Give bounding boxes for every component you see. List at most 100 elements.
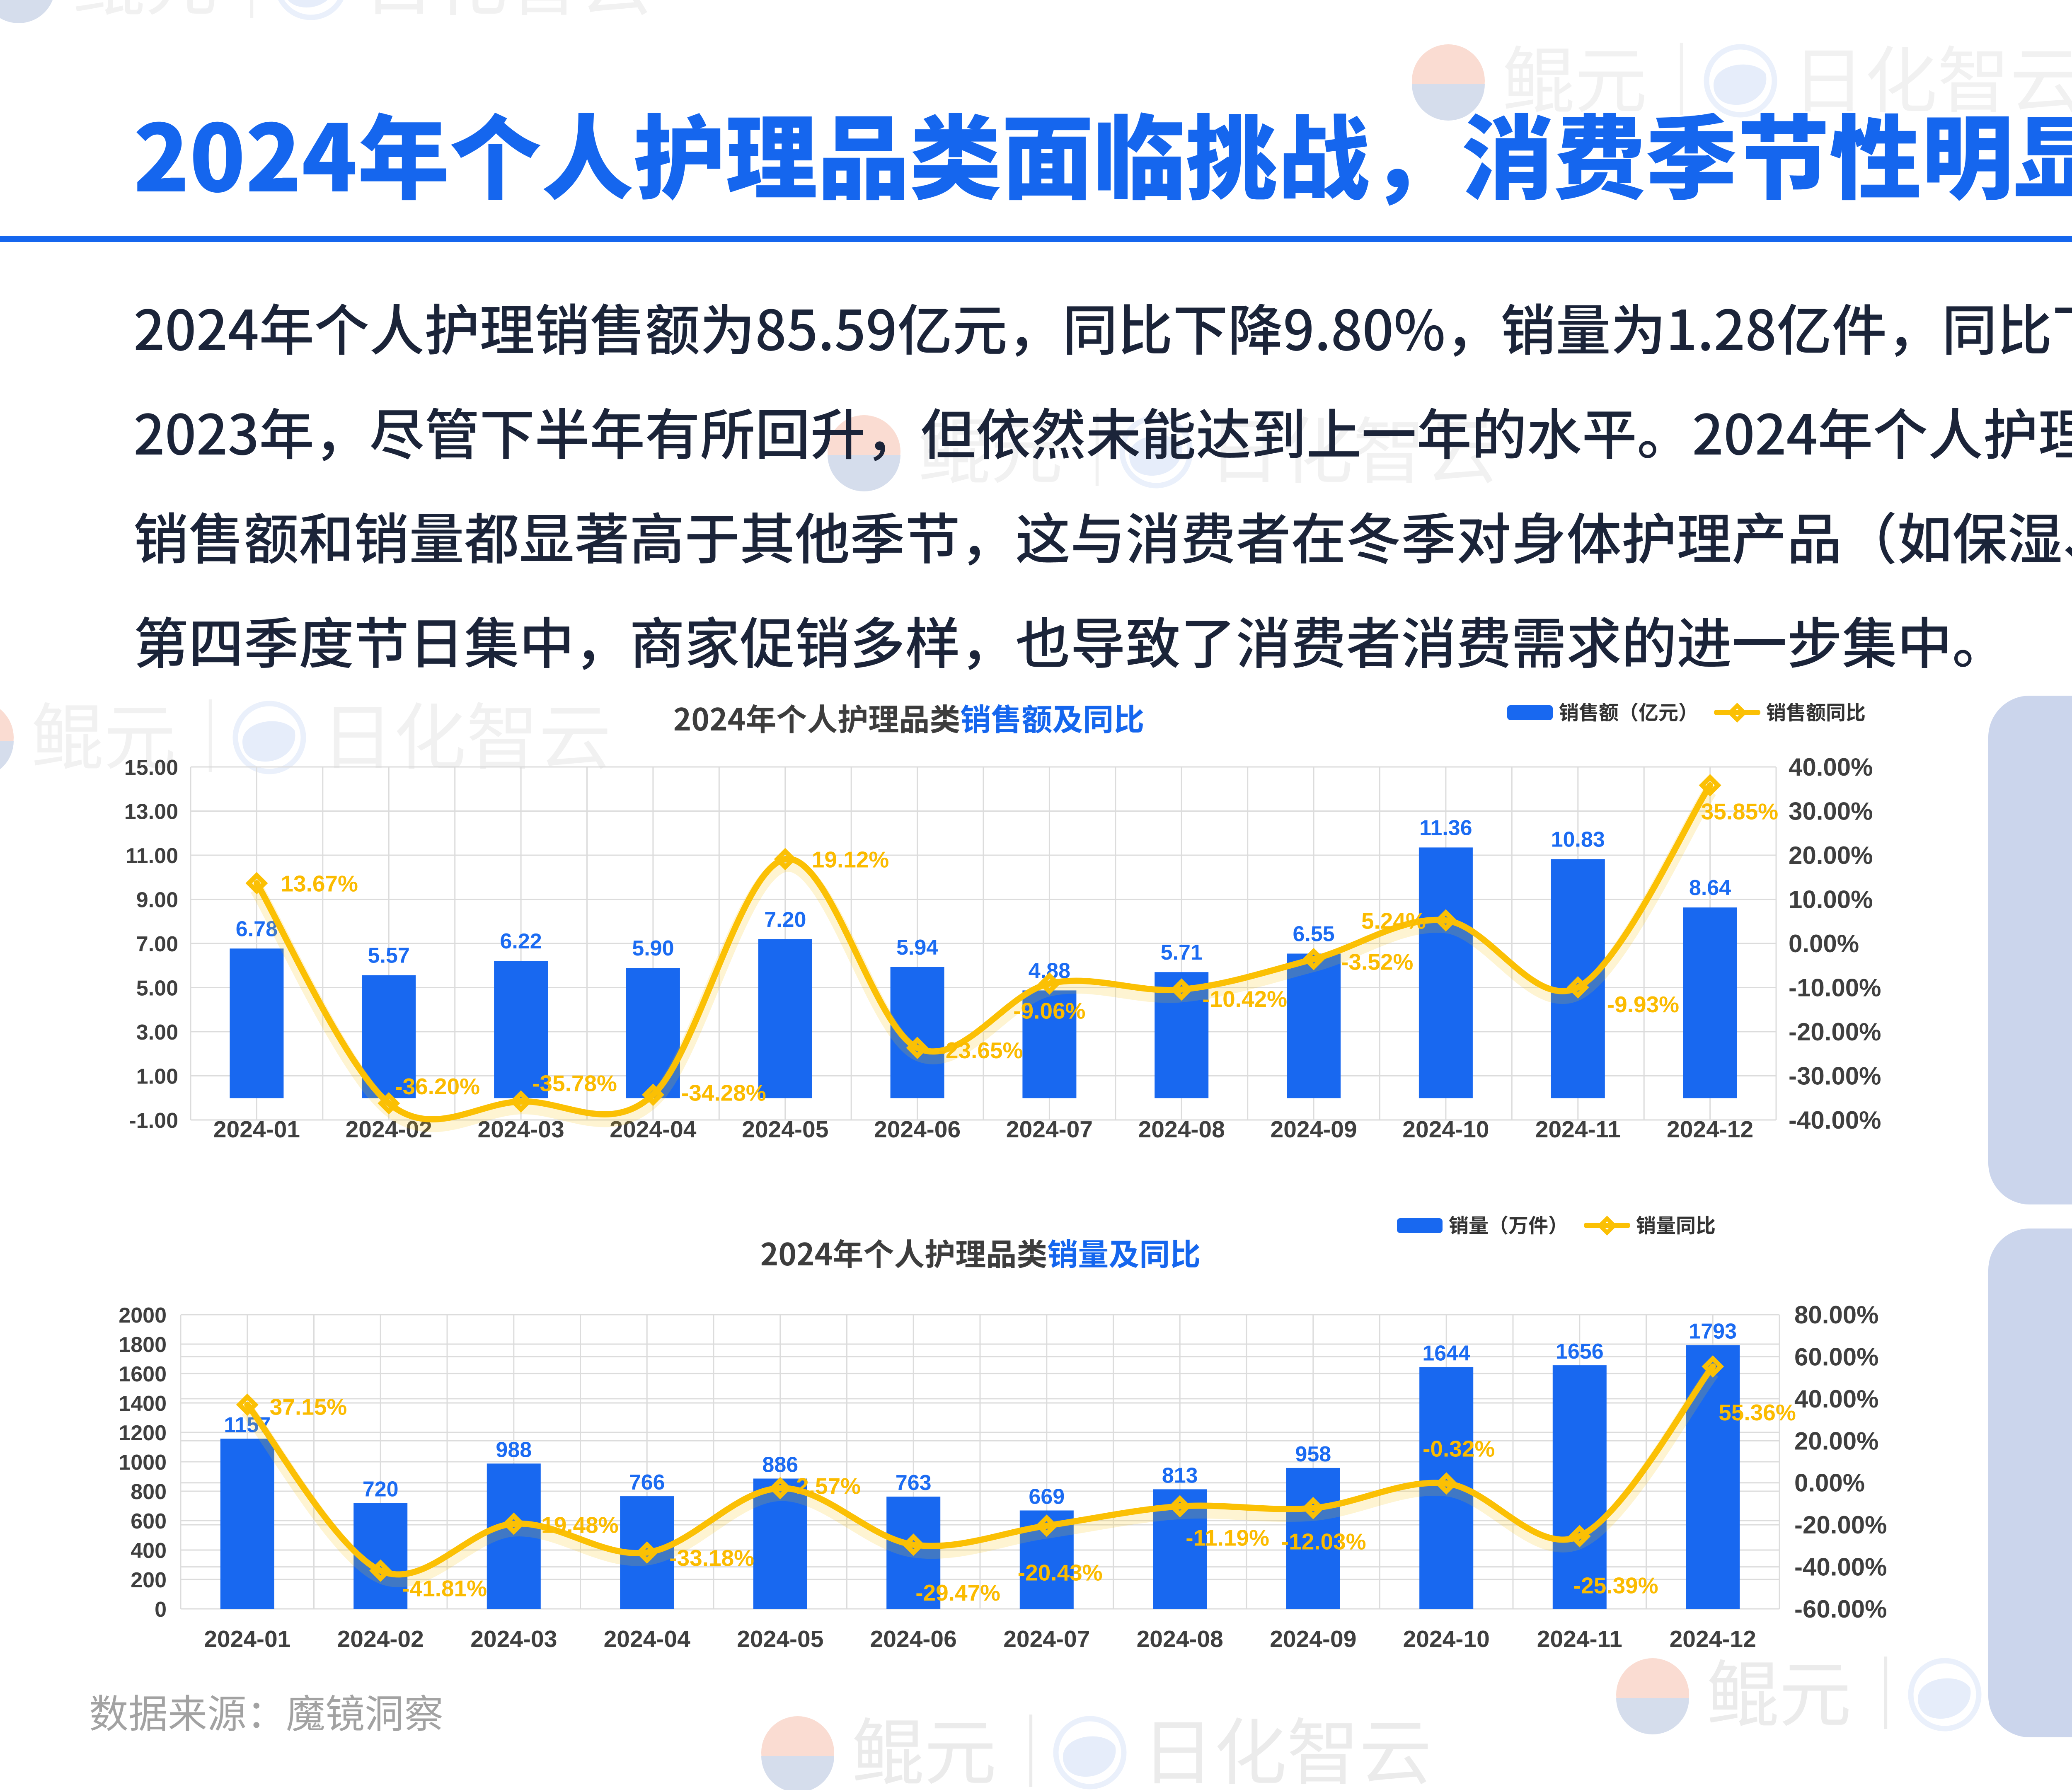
svg-text:2024-09: 2024-09 (1271, 1116, 1357, 1143)
svg-text:1800: 1800 (119, 1333, 167, 1357)
svg-text:2024-10: 2024-10 (1402, 1116, 1489, 1143)
svg-text:5.71: 5.71 (1161, 941, 1203, 965)
svg-text:988: 988 (496, 1438, 532, 1462)
svg-text:-40.00%: -40.00% (1789, 1106, 1881, 1134)
svg-text:-20.00%: -20.00% (1789, 1018, 1881, 1046)
svg-text:813: 813 (1162, 1463, 1198, 1487)
svg-text:20.00%: 20.00% (1794, 1427, 1879, 1455)
svg-text:800: 800 (131, 1480, 167, 1504)
svg-text:35.85%: 35.85% (1701, 798, 1779, 824)
svg-text:2024-06: 2024-06 (874, 1116, 961, 1143)
svg-text:2024-01: 2024-01 (204, 1626, 290, 1652)
svg-text:-33.18%: -33.18% (669, 1545, 754, 1571)
svg-text:13.67%: 13.67% (281, 871, 358, 897)
svg-text:1.00: 1.00 (136, 1065, 178, 1089)
svg-text:6.78: 6.78 (236, 917, 278, 941)
svg-text:-11.19%: -11.19% (1186, 1525, 1269, 1551)
svg-text:2024-12: 2024-12 (1667, 1116, 1753, 1143)
svg-text:20.00%: 20.00% (1789, 842, 1873, 869)
svg-text:2024-08: 2024-08 (1138, 1116, 1225, 1143)
svg-text:-10.42%: -10.42% (1202, 986, 1287, 1012)
svg-text:-36.20%: -36.20% (395, 1074, 480, 1099)
svg-text:2024-03: 2024-03 (470, 1626, 557, 1652)
svg-text:669: 669 (1029, 1485, 1065, 1509)
svg-text:766: 766 (629, 1470, 665, 1495)
svg-text:80.00%: 80.00% (1794, 1301, 1879, 1329)
svg-text:-0.32%: -0.32% (1423, 1436, 1495, 1461)
svg-text:-41.81%: -41.81% (402, 1576, 487, 1601)
svg-text:2024-05: 2024-05 (742, 1116, 828, 1143)
svg-text:1656: 1656 (1556, 1340, 1604, 1364)
svg-text:13.00: 13.00 (124, 800, 178, 824)
svg-text:5.90: 5.90 (632, 936, 674, 960)
svg-text:-20.43%: -20.43% (1018, 1560, 1103, 1585)
svg-text:2000: 2000 (119, 1303, 167, 1328)
svg-text:11.00: 11.00 (126, 844, 178, 868)
svg-text:2024-02: 2024-02 (337, 1626, 424, 1652)
svg-text:600: 600 (131, 1509, 167, 1533)
svg-text:886: 886 (762, 1453, 798, 1477)
svg-text:-29.47%: -29.47% (915, 1580, 1000, 1606)
svg-text:-9.93%: -9.93% (1607, 992, 1679, 1017)
svg-text:8.64: 8.64 (1689, 876, 1731, 900)
svg-text:2024-03: 2024-03 (478, 1116, 564, 1143)
svg-text:2024-01: 2024-01 (213, 1116, 300, 1143)
svg-text:7.00: 7.00 (136, 932, 178, 956)
svg-text:6.55: 6.55 (1293, 922, 1334, 946)
svg-text:763: 763 (896, 1471, 932, 1495)
svg-text:-20.00%: -20.00% (1794, 1511, 1887, 1539)
svg-text:5.00: 5.00 (136, 977, 178, 1001)
svg-text:2024-08: 2024-08 (1137, 1626, 1223, 1652)
svg-text:5.24%: 5.24% (1361, 908, 1426, 933)
svg-text:-25.39%: -25.39% (1573, 1573, 1658, 1599)
svg-text:5.94: 5.94 (896, 936, 938, 960)
svg-text:9.00: 9.00 (136, 888, 178, 912)
svg-text:40.00%: 40.00% (1789, 753, 1873, 781)
svg-text:-2.57%: -2.57% (789, 1473, 861, 1499)
svg-text:-9.06%: -9.06% (1013, 998, 1085, 1024)
svg-text:7.20: 7.20 (764, 908, 806, 932)
svg-text:2024-04: 2024-04 (604, 1626, 690, 1652)
svg-text:2024-04: 2024-04 (610, 1116, 696, 1143)
svg-text:1000: 1000 (119, 1451, 167, 1475)
svg-text:15.00: 15.00 (124, 756, 178, 780)
svg-text:0.00%: 0.00% (1789, 930, 1859, 958)
svg-text:19.12%: 19.12% (812, 847, 889, 873)
svg-text:2024-06: 2024-06 (870, 1626, 957, 1652)
svg-text:-34.28%: -34.28% (681, 1080, 766, 1105)
svg-text:-60.00%: -60.00% (1794, 1595, 1887, 1623)
svg-text:2024-07: 2024-07 (1003, 1626, 1090, 1652)
svg-text:6.22: 6.22 (500, 929, 542, 953)
svg-text:10.00%: 10.00% (1789, 886, 1873, 914)
svg-text:1600: 1600 (119, 1362, 167, 1386)
svg-text:958: 958 (1295, 1442, 1331, 1466)
svg-text:720: 720 (363, 1477, 399, 1501)
svg-text:0: 0 (155, 1598, 167, 1622)
svg-text:-30.00%: -30.00% (1789, 1062, 1881, 1090)
svg-text:-3.52%: -3.52% (1341, 949, 1413, 975)
svg-text:30.00%: 30.00% (1789, 798, 1873, 825)
svg-text:37.15%: 37.15% (270, 1394, 347, 1420)
svg-text:3.00: 3.00 (136, 1021, 178, 1045)
svg-text:400: 400 (131, 1539, 167, 1563)
svg-text:2024-10: 2024-10 (1403, 1626, 1490, 1652)
svg-text:-10.00%: -10.00% (1789, 974, 1881, 1002)
svg-text:-19.48%: -19.48% (534, 1512, 619, 1538)
svg-text:-40.00%: -40.00% (1794, 1553, 1887, 1581)
svg-text:2024-11: 2024-11 (1537, 1626, 1622, 1652)
svg-text:2024-11: 2024-11 (1535, 1116, 1621, 1143)
svg-text:2024-05: 2024-05 (737, 1626, 823, 1652)
svg-text:2024-07: 2024-07 (1006, 1116, 1093, 1143)
svg-text:2024-09: 2024-09 (1270, 1626, 1356, 1652)
svg-text:40.00%: 40.00% (1794, 1385, 1879, 1413)
svg-text:1644: 1644 (1422, 1341, 1470, 1365)
svg-text:11.36: 11.36 (1419, 816, 1472, 840)
svg-text:-35.78%: -35.78% (532, 1070, 617, 1096)
svg-text:200: 200 (131, 1568, 167, 1592)
svg-text:-12.03%: -12.03% (1281, 1529, 1366, 1555)
svg-text:1200: 1200 (119, 1421, 167, 1445)
svg-text:-1.00: -1.00 (129, 1109, 178, 1133)
svg-text:5.57: 5.57 (368, 944, 410, 968)
svg-text:1400: 1400 (119, 1392, 167, 1416)
svg-text:10.83: 10.83 (1551, 828, 1605, 852)
